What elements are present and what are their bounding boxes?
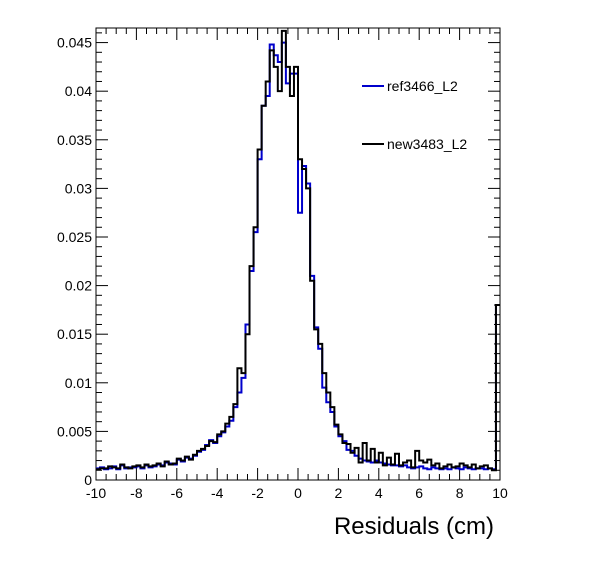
y-tick-label: 0.03 [65, 180, 92, 196]
legend-label: ref3466_L2 [387, 78, 458, 94]
series-line-new3483_L2 [96, 29, 500, 472]
y-tick-label: 0.015 [57, 326, 92, 342]
x-tick-label: -2 [251, 485, 264, 501]
x-tick-label: -10 [86, 485, 106, 501]
legend: ref3466_L2 new3483_L2 [362, 78, 467, 152]
y-tick-label: 0.045 [57, 35, 92, 51]
y-axis-ticks: 0 0.005 0.01 0.015 0.02 0.025 0.03 0.035 0.04 0.0… [57, 32, 500, 488]
x-tick-label: -6 [171, 485, 184, 501]
x-tick-label: 6 [415, 485, 423, 501]
x-tick-label: 8 [456, 485, 464, 501]
y-tick-label: 0.04 [65, 83, 92, 99]
legend-label: new3483_L2 [387, 136, 467, 152]
y-tick-label: 0.01 [65, 375, 92, 391]
x-tick-label: 0 [294, 485, 302, 501]
x-axis-title: Residuals (cm) [334, 513, 494, 540]
x-tick-label: 2 [335, 485, 343, 501]
histogram-series [96, 29, 500, 472]
y-tick-label: 0.005 [57, 423, 92, 439]
x-tick-label: 4 [375, 485, 383, 501]
y-tick-label: 0 [84, 472, 92, 488]
x-tick-label: 10 [492, 485, 508, 501]
x-tick-label: -4 [211, 485, 224, 501]
y-tick-label: 0.02 [65, 278, 92, 294]
x-axis-ticks: -10 -8 -6 -4 -2 0 2 4 6 8 10 [86, 28, 508, 501]
y-tick-label: 0.025 [57, 229, 92, 245]
y-tick-label: 0.035 [57, 132, 92, 148]
x-tick-label: -8 [130, 485, 143, 501]
